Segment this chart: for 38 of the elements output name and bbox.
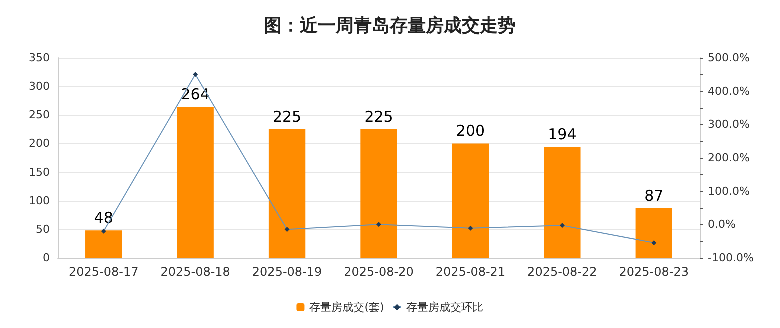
chart-title: 图：近一周青岛存量房成交走势 <box>264 16 516 36</box>
y2-tick-label: 300.0% <box>708 118 750 132</box>
y-tick-label: 200 <box>29 137 50 150</box>
y-tick-label: 100 <box>29 194 50 208</box>
data-label: 200 <box>456 122 486 140</box>
y-tick-label: 150 <box>29 166 50 179</box>
y2-tick-label: 100.0% <box>708 184 750 198</box>
bar <box>452 144 490 258</box>
x-tick-label: 2025-08-19 <box>252 265 322 279</box>
y2-tick-label: -100.0% <box>708 252 754 264</box>
y-tick-label: 350 <box>29 52 50 64</box>
legend-label: 存量房成交环比 <box>406 301 484 314</box>
data-label: 225 <box>272 108 302 126</box>
data-label: 194 <box>548 126 577 144</box>
x-tick-label: 2025-08-17 <box>68 265 139 279</box>
bar <box>636 208 672 258</box>
legend-label: 存量房成交(套) <box>310 301 384 314</box>
x-tick-label: 2025-08-23 <box>619 265 690 279</box>
y-tick-label: 0 <box>43 252 50 264</box>
y-tick-label: 250 <box>29 108 50 122</box>
bar <box>268 129 306 258</box>
y-tick-label: 50 <box>36 222 50 236</box>
data-label: 48 <box>94 209 114 228</box>
bar <box>86 230 122 258</box>
y-tick-label: 300 <box>29 80 50 94</box>
y2-tick-label: 200.0% <box>708 152 750 164</box>
y2-tick-label: 0.0% <box>708 218 736 232</box>
x-tick-label: 2025-08-21 <box>436 265 506 279</box>
data-label: 225 <box>364 108 394 126</box>
x-tick-label: 2025-08-22 <box>528 265 598 279</box>
bar <box>360 129 398 258</box>
x-tick-label: 2025-08-20 <box>344 265 414 279</box>
y2-tick-label: 500.0% <box>708 52 750 64</box>
bar <box>177 107 214 258</box>
bar <box>544 147 581 258</box>
y2-tick-label: 400.0% <box>708 84 750 98</box>
data-label: 87 <box>644 186 664 205</box>
x-tick-label: 2025-08-18 <box>160 265 230 279</box>
